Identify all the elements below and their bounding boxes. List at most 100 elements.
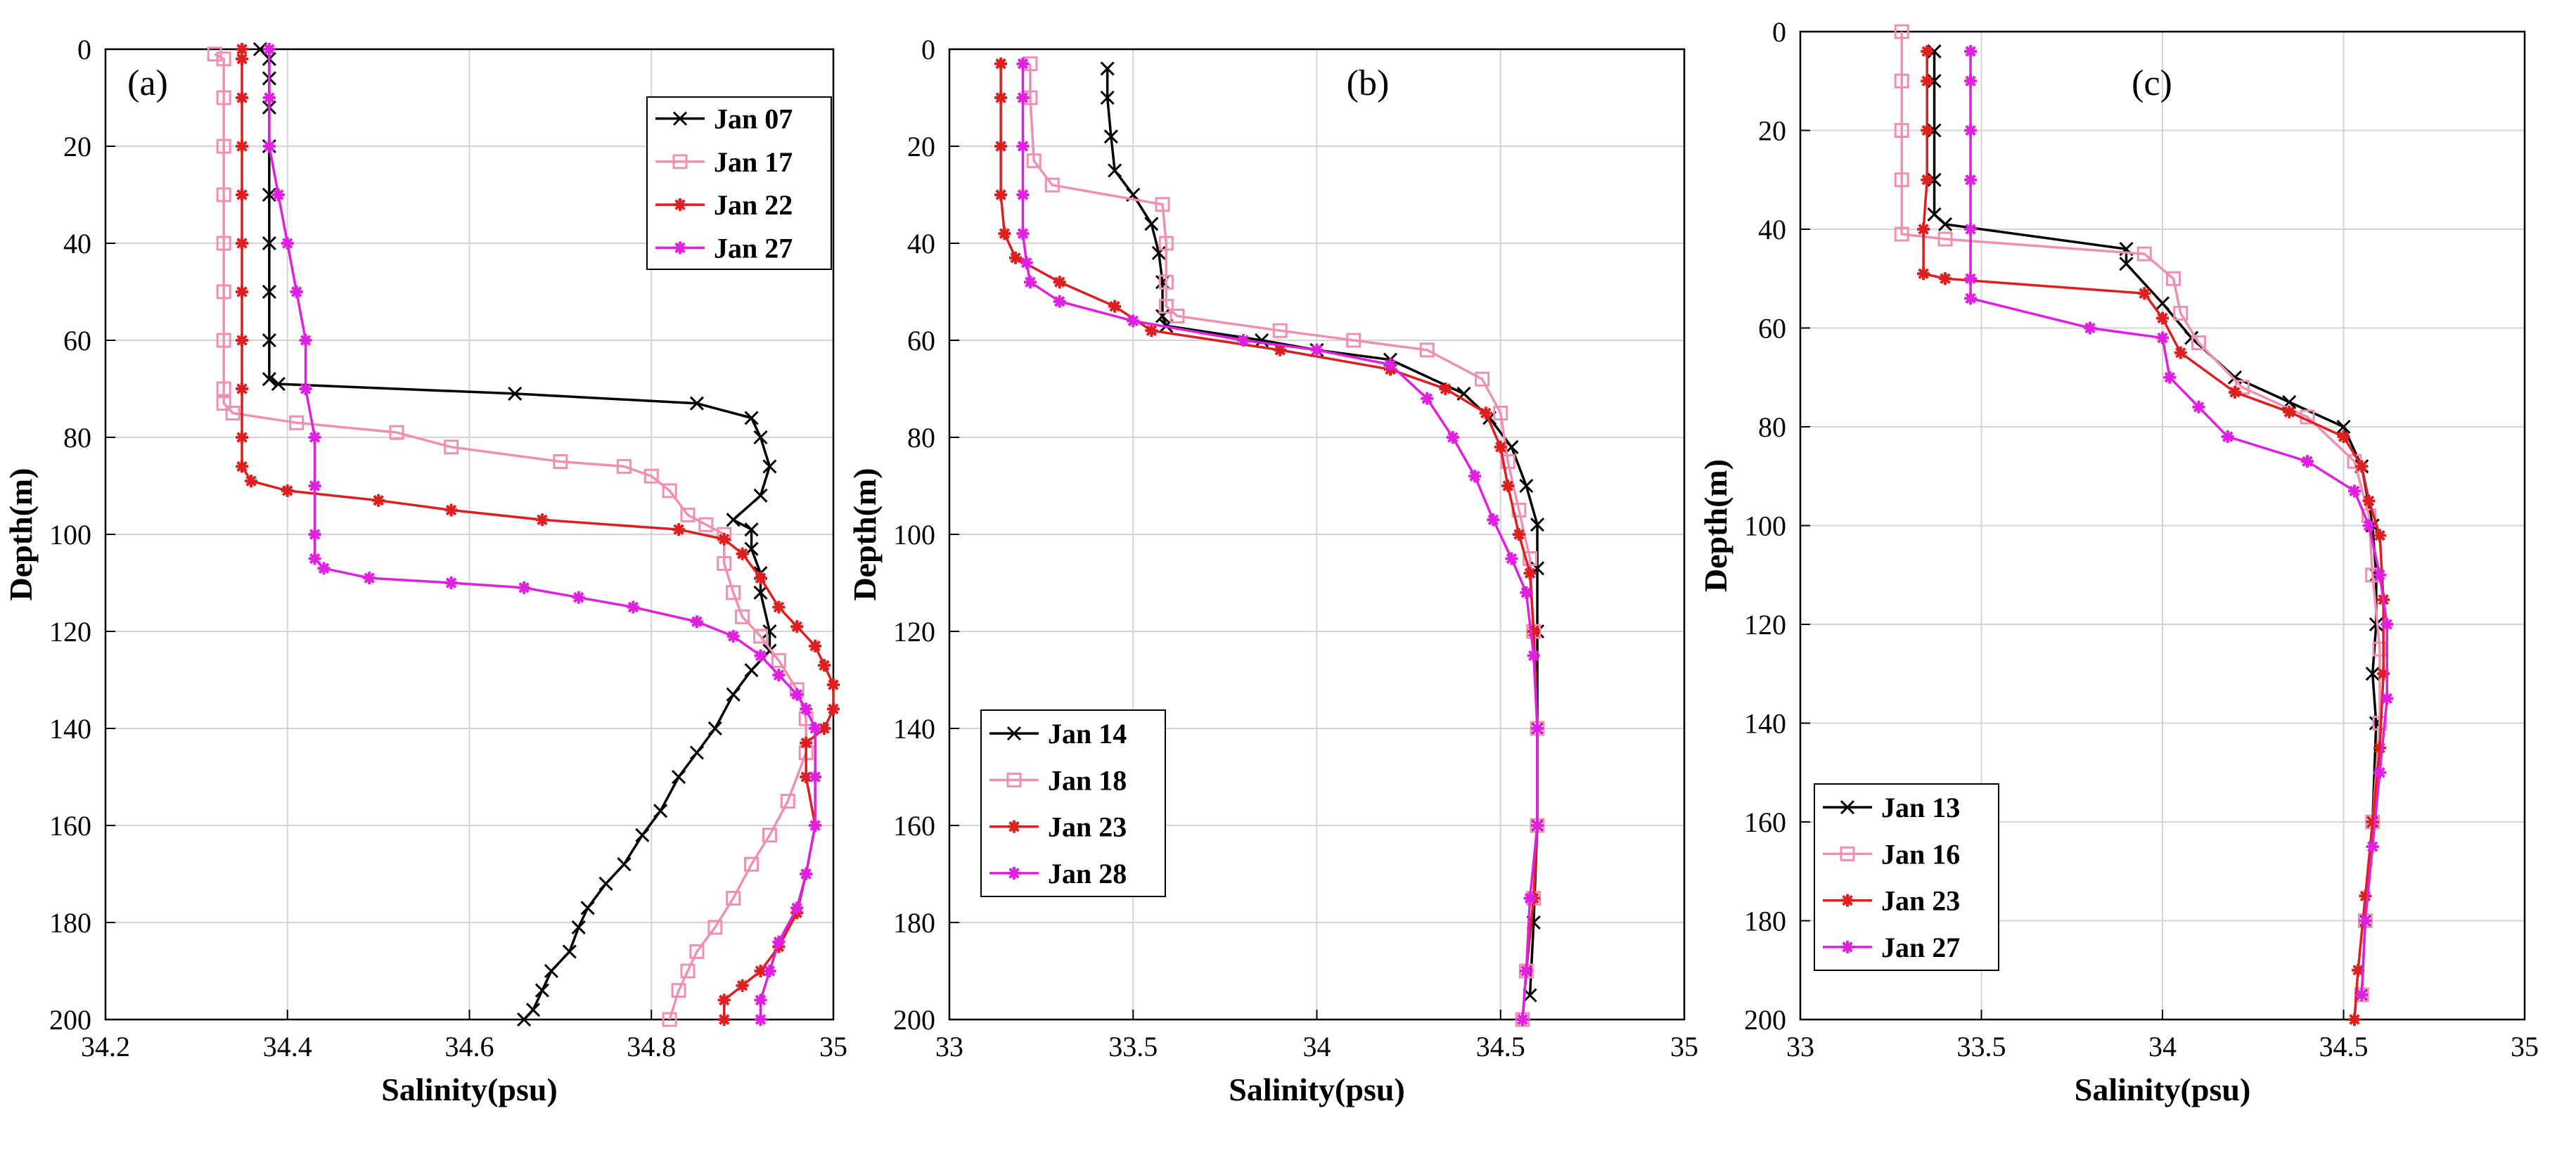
x-tick-label: 34.4 <box>263 1031 312 1062</box>
data-point <box>236 382 249 395</box>
data-point <box>2380 692 2394 705</box>
plot-frame <box>104 48 835 1021</box>
data-point <box>262 284 276 300</box>
data-point <box>1921 173 1934 186</box>
data-point <box>1016 227 1030 240</box>
data-point <box>2155 296 2170 311</box>
data-point <box>762 459 777 474</box>
data-point <box>771 652 786 668</box>
data-point <box>262 140 276 153</box>
legend-entry: Jan 27 <box>1881 932 1960 963</box>
data-point <box>662 1012 677 1027</box>
y-tick-label: 60 <box>907 325 935 356</box>
y-tick-label: 80 <box>63 422 91 454</box>
x-tick-label: 33.5 <box>1108 1031 1158 1062</box>
data-point <box>2191 335 2206 351</box>
legend: Jan 13 Jan 16 Jan 23 Jan 27 <box>1814 783 1999 971</box>
data-point <box>1523 567 1537 580</box>
data-point <box>1272 323 1288 338</box>
data-point <box>518 581 531 594</box>
legend-entry: Jan 17 <box>714 146 793 178</box>
y-tick-label: 100 <box>1744 510 1786 542</box>
legend-entry: Jan 18 <box>1048 764 1127 796</box>
data-point <box>1100 61 1115 76</box>
data-point <box>308 552 321 565</box>
data-point <box>389 425 404 440</box>
legend-marker <box>1841 940 1854 953</box>
data-point <box>1100 90 1115 105</box>
data-point <box>1493 406 1508 420</box>
data-point <box>2362 519 2376 532</box>
data-point <box>1053 295 1066 308</box>
legend: Jan 14 Jan 18 Jan 23 Jan 28 <box>980 709 1166 897</box>
data-point <box>572 591 585 604</box>
x-tick-label: 35 <box>1670 1031 1698 1062</box>
data-point <box>553 454 568 469</box>
y-tick-label: 40 <box>907 228 935 259</box>
legend-entry: Jan 14 <box>1048 718 1127 750</box>
data-point <box>1964 292 1978 305</box>
data-point <box>1439 382 1452 395</box>
data-point <box>754 994 767 1007</box>
data-point <box>1158 274 1174 290</box>
data-point <box>818 659 831 672</box>
data-point <box>1108 300 1122 313</box>
y-tick-label: 80 <box>907 422 935 454</box>
legend-box <box>1814 783 1999 971</box>
data-point <box>216 284 231 300</box>
data-point <box>690 615 703 629</box>
data-point <box>262 187 276 202</box>
data-point <box>772 669 786 682</box>
data-point <box>2174 346 2187 359</box>
y-tick-label: 160 <box>1744 806 1786 838</box>
data-point <box>762 828 777 843</box>
data-point <box>1921 45 1934 58</box>
data-point <box>517 1012 532 1027</box>
data-point <box>236 285 249 298</box>
data-point <box>1917 267 1930 281</box>
data-point <box>2156 311 2169 325</box>
data-point <box>2337 430 2350 444</box>
data-point <box>2163 371 2177 384</box>
data-point <box>580 901 595 915</box>
data-point <box>772 600 786 614</box>
series-line <box>1900 32 2381 995</box>
data-point <box>1127 314 1140 328</box>
y-tick-label: 20 <box>907 131 935 162</box>
data-point <box>754 649 767 662</box>
legend-entry: Jan 23 <box>1881 885 1960 917</box>
data-point <box>1155 197 1170 212</box>
data-point <box>236 460 249 473</box>
data-point <box>2283 405 2296 418</box>
legend-box <box>646 96 832 270</box>
data-point <box>2366 816 2379 828</box>
data-point <box>236 237 249 250</box>
data-point <box>1103 129 1118 144</box>
data-point <box>2165 271 2181 286</box>
data-point <box>754 572 767 585</box>
data-point <box>672 769 686 785</box>
panel-b: 33 33.5 34 34.5 35 0 20 40 60 80 100 120 140 160 180 20… <box>847 34 1698 1107</box>
y-tick-label: 200 <box>1744 1004 1786 1036</box>
legend-marker <box>674 241 686 255</box>
legend-marker <box>1840 800 1855 815</box>
y-tick-label: 120 <box>893 616 935 648</box>
data-point <box>2229 385 2241 399</box>
data-point <box>308 528 321 541</box>
y-tick-label: 120 <box>1744 609 1786 641</box>
data-point <box>2138 287 2151 300</box>
x-axis-label: Salinity(psu) <box>1229 1072 1405 1107</box>
data-point <box>317 562 331 575</box>
data-point <box>2355 988 2369 1001</box>
data-point <box>290 285 303 298</box>
data-point <box>1964 173 1978 186</box>
legend-marker <box>1008 866 1020 880</box>
legend-marker <box>1006 726 1022 741</box>
data-point <box>236 334 249 347</box>
y-axis-label: Depth(m) <box>1698 459 1734 592</box>
data-point <box>2355 460 2369 473</box>
data-point <box>2336 419 2351 435</box>
x-tick-label: 34.5 <box>2319 1031 2369 1062</box>
data-point <box>1501 480 1515 492</box>
